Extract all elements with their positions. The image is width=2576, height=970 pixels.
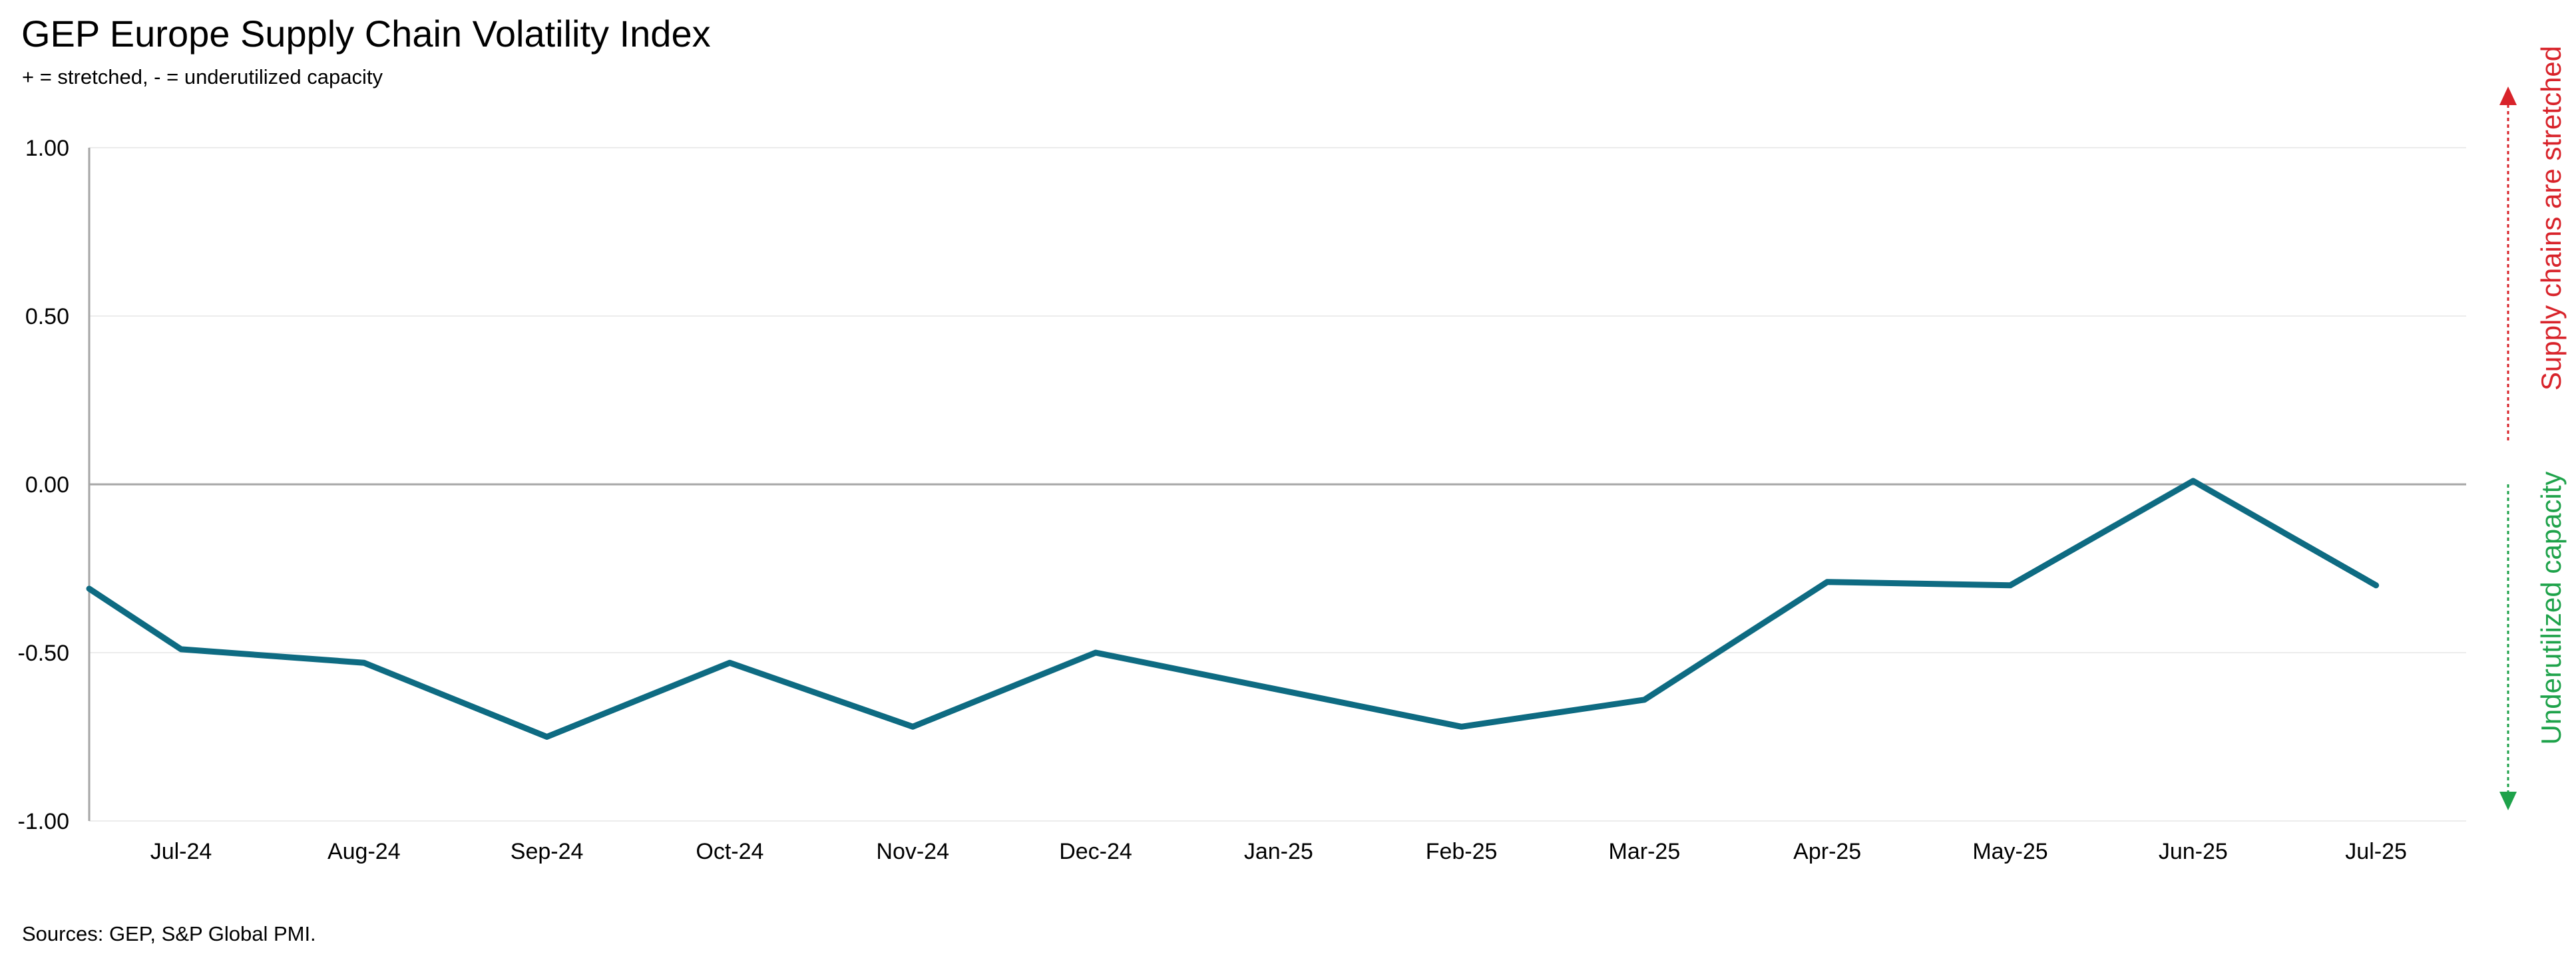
y-tick-label: 1.00 bbox=[25, 136, 69, 161]
x-tick-label: Aug-24 bbox=[327, 839, 401, 864]
chart-title: GEP Europe Supply Chain Volatility Index bbox=[21, 13, 711, 55]
x-tick-label: Sep-24 bbox=[511, 839, 584, 864]
series-line bbox=[86, 478, 2380, 740]
chart-subtitle: + = stretched, - = underutilized capacit… bbox=[22, 65, 383, 88]
y-tick-label: -0.50 bbox=[18, 641, 70, 666]
x-tick-label: Dec-24 bbox=[1059, 839, 1132, 864]
x-tick-label: Mar-25 bbox=[1609, 839, 1681, 864]
x-tick-label: Apr-25 bbox=[1793, 839, 1861, 864]
stretched-annotation: Supply chains are stretched bbox=[2535, 45, 2567, 391]
y-tick-label: 0.00 bbox=[25, 472, 69, 498]
stretched-arrow-icon bbox=[2499, 86, 2517, 105]
source-note: Sources: GEP, S&P Global PMI. bbox=[22, 922, 316, 945]
x-tick-label: Jul-24 bbox=[150, 839, 212, 864]
y-tick-label: -1.00 bbox=[18, 809, 70, 834]
x-tick-label: May-25 bbox=[1972, 839, 2047, 864]
x-tick-label: Jan-25 bbox=[1244, 839, 1313, 864]
x-tick-label: Oct-24 bbox=[696, 839, 763, 864]
underutilized-arrow-icon bbox=[2499, 792, 2517, 810]
underutilized-annotation: Underutilized capacity bbox=[2535, 471, 2567, 745]
y-tick-label: 0.50 bbox=[25, 304, 69, 329]
x-tick-label: Feb-25 bbox=[1426, 839, 1498, 864]
x-tick-label: Jul-25 bbox=[2345, 839, 2407, 864]
x-tick-label: Jun-25 bbox=[2159, 839, 2228, 864]
x-tick-label: Nov-24 bbox=[876, 839, 949, 864]
